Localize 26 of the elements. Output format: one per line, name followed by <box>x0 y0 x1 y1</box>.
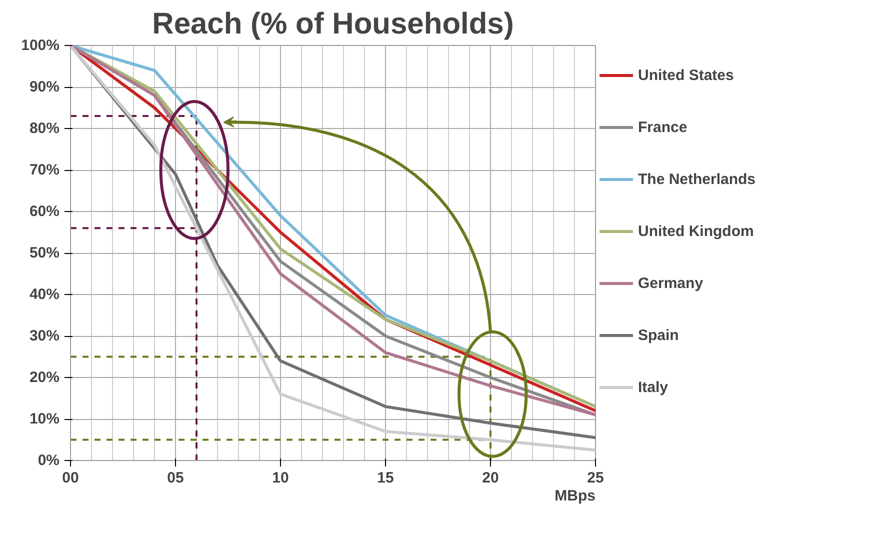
y-tick-label: 40% <box>29 286 60 303</box>
y-tick-label: 70% <box>29 162 60 178</box>
y-tick-label: 90% <box>29 78 60 96</box>
y-tick-label: 10% <box>29 410 60 428</box>
legend-label: Spain <box>638 326 680 346</box>
chart-title: Reach (% of Households) <box>152 8 514 40</box>
legend-label: Italy <box>638 378 670 398</box>
x-tick-label: 20 <box>482 470 499 486</box>
y-tick-label: 0% <box>38 452 60 469</box>
legend-label: France <box>638 118 688 138</box>
y-tick-label: 30% <box>29 328 60 344</box>
y-tick-label: 100% <box>21 37 60 54</box>
x-tick-label: 25 <box>587 470 604 486</box>
y-tick-label: 80% <box>29 120 60 137</box>
legend-label: Germany <box>638 274 704 294</box>
y-tick-label: 20% <box>29 369 60 386</box>
legend-label: United States <box>638 66 735 86</box>
x-tick-label: 05 <box>167 470 184 486</box>
y-tick-label: 50% <box>29 244 60 262</box>
y-tick-label: 60% <box>29 203 60 220</box>
x-tick-label: 15 <box>377 470 394 486</box>
x-axis-title: MBps <box>554 488 596 504</box>
legend-label: United Kingdom <box>638 222 755 242</box>
x-tick-label: 00 <box>62 470 79 486</box>
x-tick-label: 10 <box>272 470 289 486</box>
legend-label: The Netherlands <box>638 170 757 190</box>
